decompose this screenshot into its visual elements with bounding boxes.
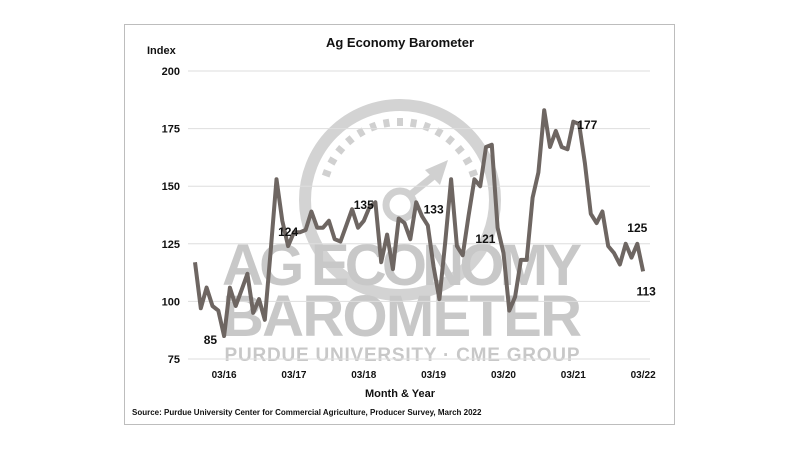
data-label: 124 [278,225,298,239]
data-label: 177 [577,118,597,132]
y-axis-label: Index [147,45,177,57]
y-tick-label: 200 [162,66,180,78]
x-tick-label: 03/16 [212,370,237,381]
gauge-tick-mark [356,127,366,138]
gauge-arrow-icon [407,172,438,198]
gauge-tick-mark [344,135,355,146]
gauge-tick-mark [321,169,332,178]
y-tick-label: 175 [162,124,180,136]
x-axis-ticks: 03/16 03/17 03/18 03/19 03/20 03/21 03/22 [212,370,657,381]
watermark-line-3: PURDUE UNIVERSITY · CME GROUP [225,345,580,366]
x-tick-label: 03/21 [561,370,586,381]
series-line [193,108,646,338]
gauge-tick-mark [468,169,479,178]
x-axis-label: Month & Year [365,388,436,400]
gauge-tick-mark [335,144,346,155]
gauge-tick-mark [409,118,418,128]
y-axis-ticks: 75 100 125 150 175 200 [162,66,180,366]
source-note: Source: Purdue University Center for Com… [132,408,482,417]
gauge-tick-mark [422,121,431,132]
gauge-ticks [321,118,479,178]
data-labels: 85 124 135 133 121 177 125 113 [204,118,656,347]
gauge-tick-mark [327,156,338,166]
x-tick-label: 03/22 [631,370,656,381]
gauge-tick-mark [445,135,456,146]
gauge-tick-mark [369,121,378,132]
data-label: 133 [424,202,444,216]
data-label: 121 [475,232,495,246]
data-label: 85 [204,333,218,347]
y-tick-label: 75 [168,354,180,366]
gauge-hub-icon [382,187,418,223]
y-tick-label: 100 [162,296,180,308]
data-label: 135 [354,198,374,212]
x-tick-label: 03/18 [351,370,376,381]
data-label: 125 [627,221,647,235]
chart-title: Ag Economy Barometer [326,35,474,50]
data-label: 113 [636,284,656,298]
gauge-tick-mark [382,118,391,128]
y-tick-label: 125 [162,239,180,251]
chart-frame [124,24,675,425]
gauge-tick-mark [462,156,473,166]
y-tick-label: 150 [162,181,180,193]
watermark-line-2: BAROMETER [222,284,582,349]
gauge-arrowhead-icon [425,160,448,185]
x-tick-label: 03/20 [491,370,516,381]
x-tick-label: 03/17 [281,370,306,381]
gauge-tick-mark [454,144,465,155]
x-tick-label: 03/19 [421,370,446,381]
gauge-tick-mark [397,118,403,126]
gauge-tick-mark [434,127,444,138]
